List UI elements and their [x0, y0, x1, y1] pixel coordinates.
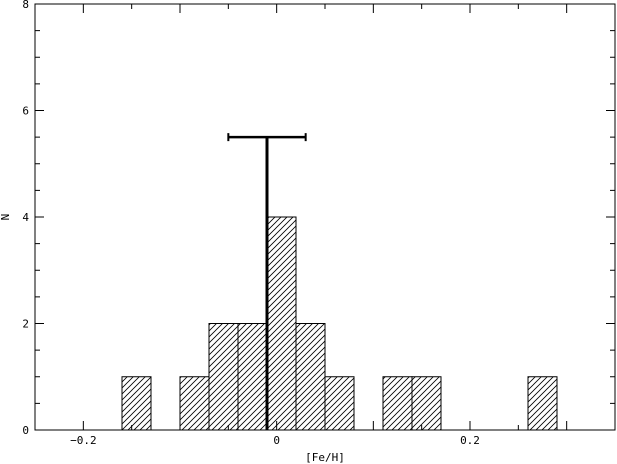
y-tick-label: 6: [22, 105, 29, 118]
y-tick-label: 2: [22, 318, 29, 331]
mean-marker-group: [227, 133, 307, 430]
y-tick-label: 4: [22, 211, 29, 224]
histogram-bar: [121, 376, 152, 431]
ticks-group: [34, 3, 616, 431]
histogram-bar: [295, 323, 326, 431]
histogram-bar: [382, 376, 413, 431]
x-tick-label: 0.2: [460, 434, 480, 447]
histogram-bar: [527, 376, 558, 431]
x-tick-label: 0: [273, 434, 280, 447]
histogram-bar: [411, 376, 442, 431]
histogram-bar: [208, 323, 239, 431]
tick-labels-group: −0.2 0 0.2 0 2 4 6 8: [22, 0, 480, 447]
histogram-bar: [266, 216, 297, 431]
x-tick-label: −0.2: [70, 434, 97, 447]
x-axis-label: [Fe/H]: [305, 451, 345, 464]
histogram-bar: [237, 323, 268, 431]
y-tick-label: 0: [22, 424, 29, 437]
histogram-bar: [324, 376, 355, 431]
y-tick-label: 8: [22, 0, 29, 11]
histogram-bar: [179, 376, 210, 431]
bars-group: [121, 216, 558, 431]
y-axis-label: N: [0, 214, 12, 221]
